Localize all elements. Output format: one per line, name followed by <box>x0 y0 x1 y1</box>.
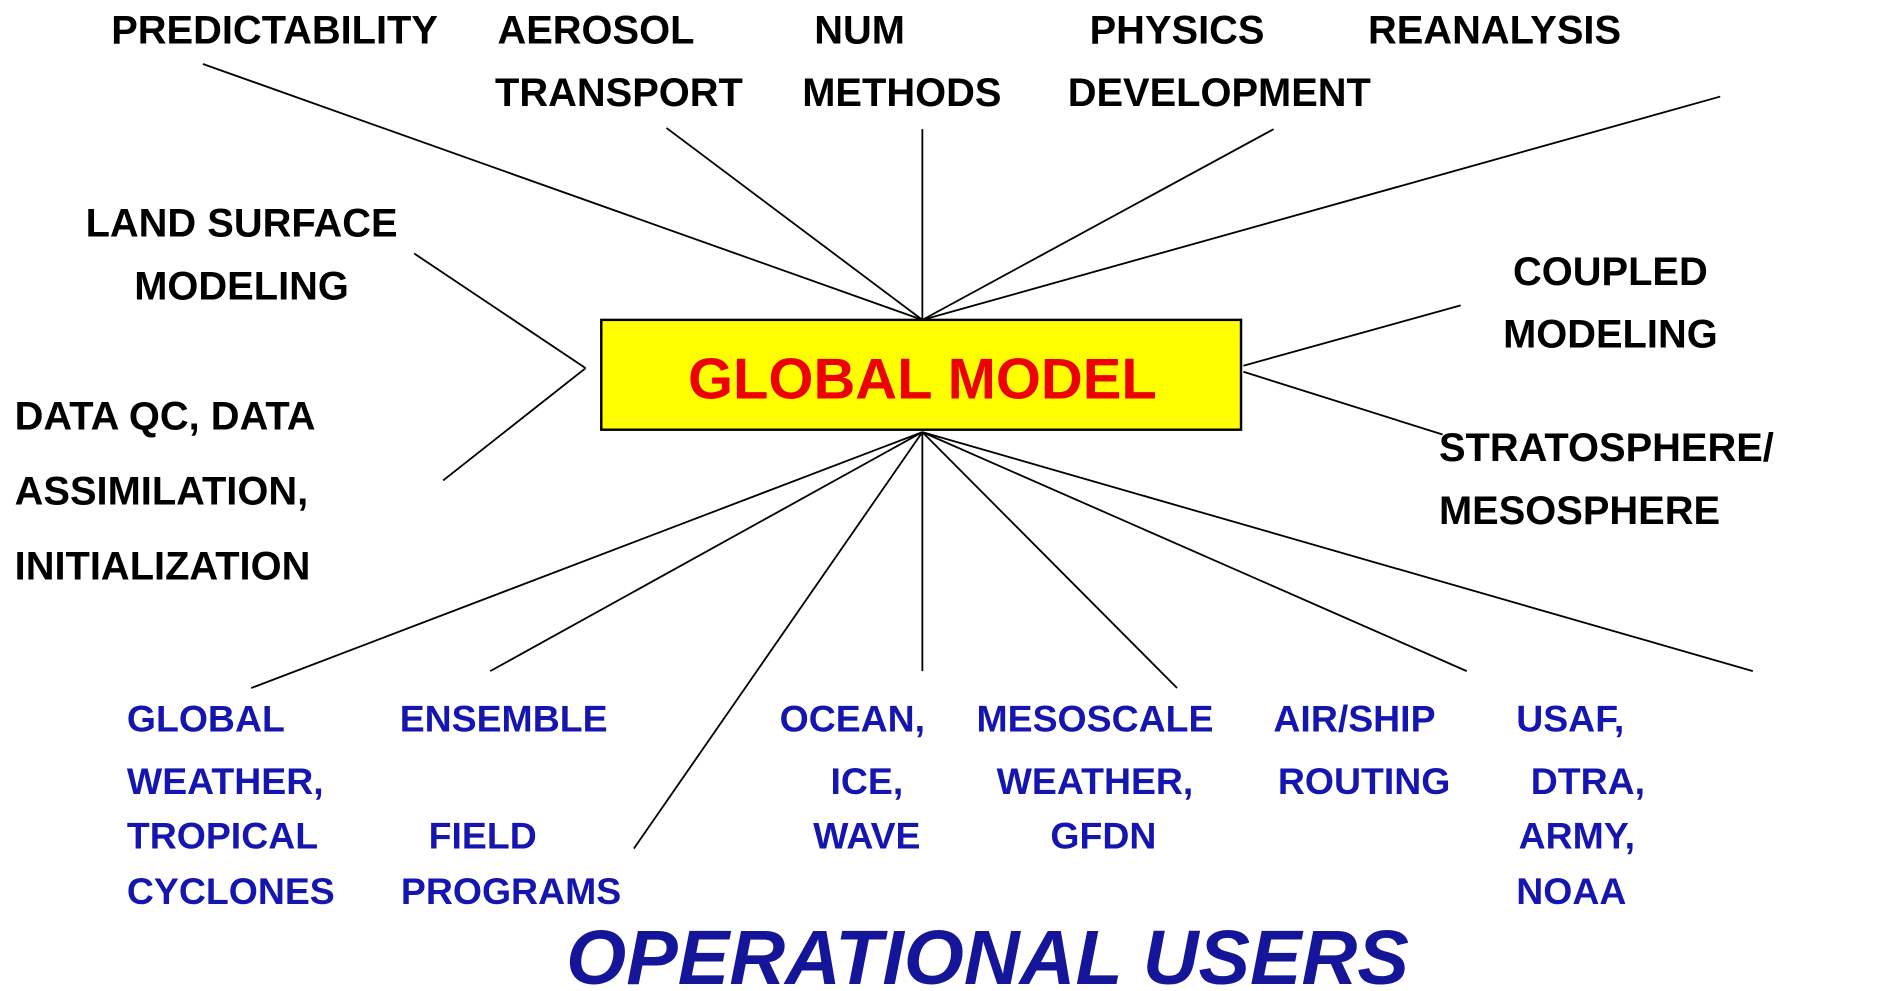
connector <box>633 431 924 850</box>
connector <box>922 95 1721 321</box>
connector <box>921 128 1275 321</box>
center-label: GLOBAL MODEL <box>688 347 1157 411</box>
user-label: DTRA, <box>1531 760 1645 802</box>
research-label: MODELING <box>134 264 349 308</box>
research-label: PHYSICS <box>1090 8 1265 52</box>
research-label: NUM <box>814 8 905 52</box>
research-label: DATA QC, DATA <box>15 395 316 439</box>
research-label: PREDICTABILITY <box>111 8 438 52</box>
research-label: MODELING <box>1503 313 1718 357</box>
research-label: METHODS <box>802 71 1001 115</box>
user-label: GFDN <box>1050 815 1156 857</box>
connector <box>202 63 923 321</box>
user-label: TROPICAL <box>127 815 318 857</box>
research-label: REANALYSIS <box>1368 8 1621 52</box>
research-label: TRANSPORT <box>495 71 743 115</box>
research-label: LAND SURFACE <box>86 202 398 246</box>
user-label: NOAA <box>1516 870 1626 912</box>
user-label: WEATHER, <box>997 760 1194 802</box>
research-label: DEVELOPMENT <box>1068 71 1371 115</box>
user-label: OCEAN, <box>780 697 925 739</box>
research-label: STRATOSPHERE/ <box>1439 426 1774 470</box>
user-label: FIELD <box>429 815 537 857</box>
connector <box>489 431 923 672</box>
connector <box>921 431 1468 672</box>
connector <box>250 431 923 689</box>
center-box <box>600 318 1243 431</box>
user-label: USAF, <box>1516 697 1624 739</box>
research-label: INITIALIZATION <box>15 544 311 588</box>
connector <box>922 431 1754 672</box>
connectors <box>202 63 1754 850</box>
footer-title: OPERATIONAL USERS <box>566 915 1409 991</box>
user-label: ENSEMBLE <box>400 697 608 739</box>
user-label: ICE, <box>830 760 903 802</box>
user-label: WEATHER, <box>127 760 324 802</box>
user-label: WAVE <box>813 815 920 857</box>
user-label: ARMY, <box>1519 815 1635 857</box>
user-label: CYCLONES <box>127 870 335 912</box>
user-label: GLOBAL <box>127 697 285 739</box>
connector <box>921 431 1178 689</box>
user-label: MESOSCALE <box>977 697 1214 739</box>
connector <box>1243 370 1443 436</box>
research-label: COUPLED <box>1513 250 1708 294</box>
research-label: AEROSOL <box>497 8 694 52</box>
research-label: MESOSPHERE <box>1439 489 1720 533</box>
user-label: AIR/SHIP <box>1273 697 1435 739</box>
connector <box>1243 304 1461 367</box>
user-label: ROUTING <box>1278 760 1450 802</box>
connector <box>442 367 587 482</box>
research-label: ASSIMILATION, <box>15 470 309 514</box>
connector <box>413 252 587 369</box>
connector <box>665 127 923 321</box>
user-label: PROGRAMS <box>401 870 621 912</box>
